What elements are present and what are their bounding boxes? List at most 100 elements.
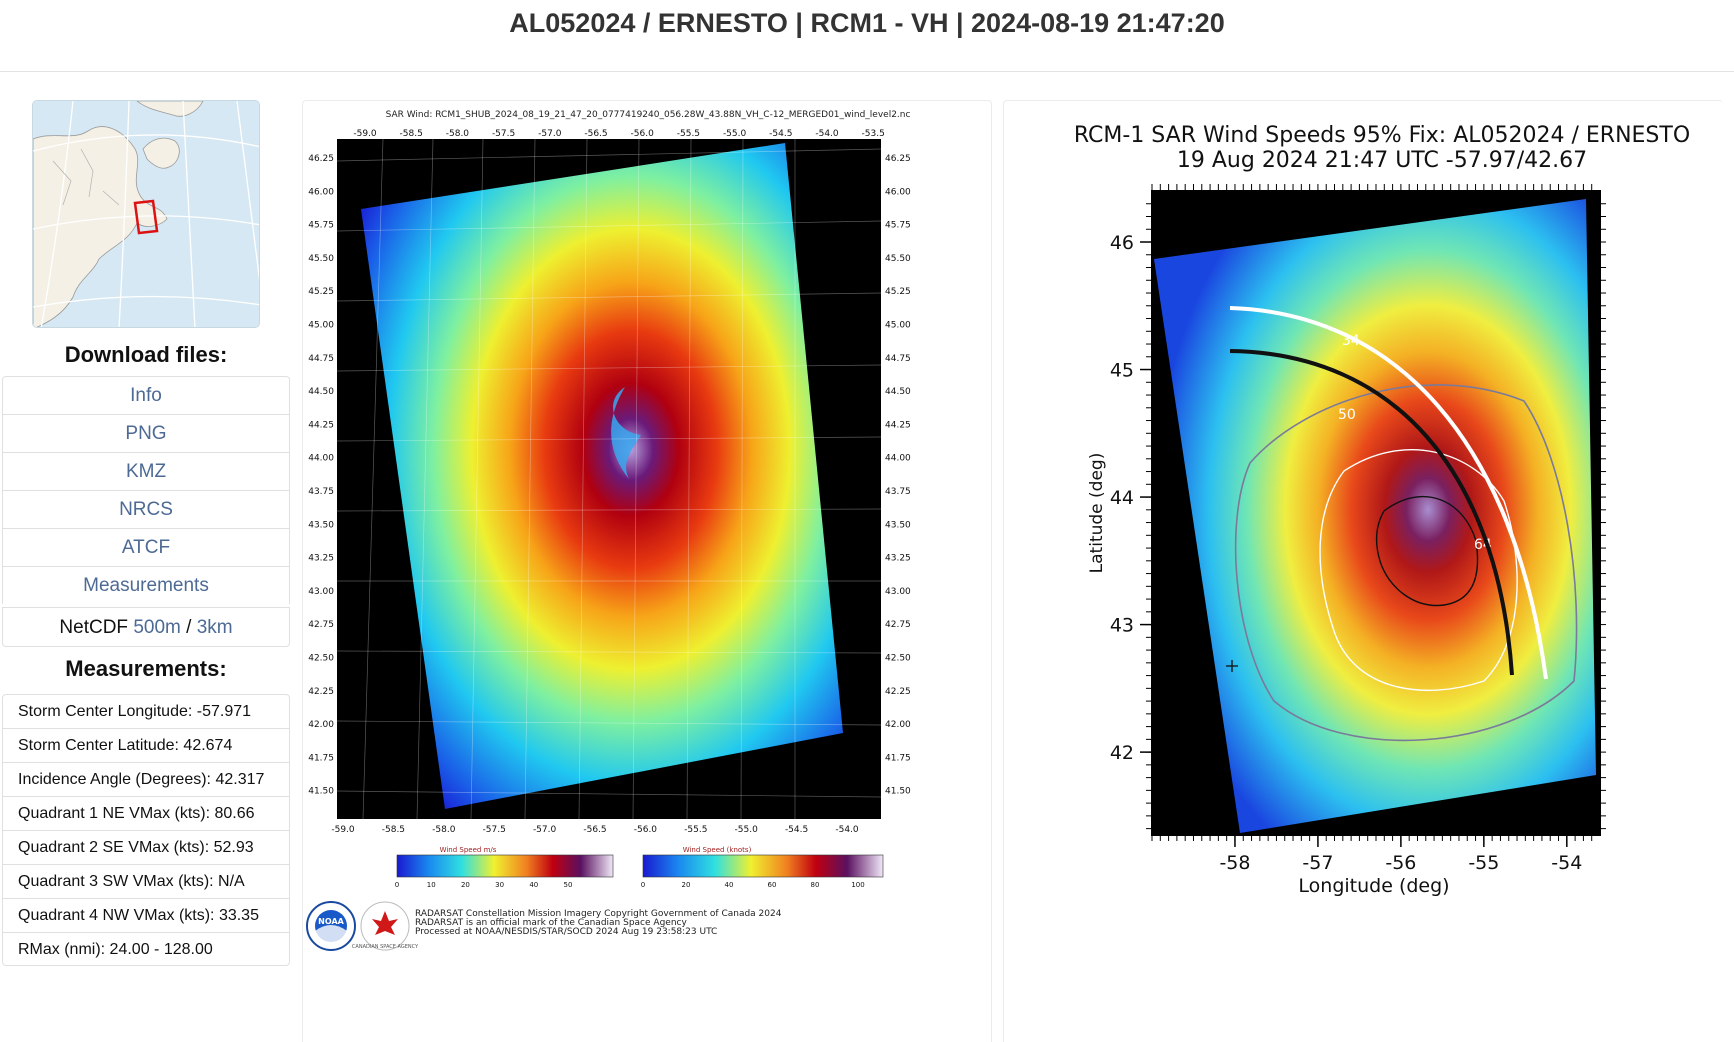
- download-heading: Download files:: [64, 342, 228, 367]
- colorbar-ms-tick: 20: [461, 881, 470, 889]
- sar-right-tick-label: 43.00: [885, 587, 911, 597]
- chart-x-tick-label: -55: [1468, 852, 1499, 874]
- csa-logo: CANADIAN SPACE AGENCY: [352, 901, 419, 951]
- sar-bottom-tick-label: -55.0: [735, 825, 759, 835]
- sar-left-tick-label: 42.75: [308, 620, 334, 630]
- chart-y-ticks: 46 45 44 43 42: [1110, 232, 1152, 764]
- wind-fix-panel[interactable]: RCM-1 SAR Wind Speeds 95% Fix: AL052024 …: [1003, 100, 1723, 1042]
- chart-y-tick-label: 44: [1110, 487, 1134, 509]
- title-divider: [0, 71, 1734, 72]
- download-atcf-link[interactable]: ATCF: [2, 528, 290, 566]
- svg-text:NOAA: NOAA: [318, 917, 344, 926]
- sar-bottom-lon-ticks: -59.0 -58.5 -58.0 -57.5 -57.0 -56.5 -56.0 -55.5…: [331, 825, 859, 835]
- sar-left-tick-label: 44.00: [308, 454, 334, 464]
- netcdf-3km-link[interactable]: 3km: [196, 617, 233, 638]
- download-measurements-link[interactable]: Measurements: [2, 566, 290, 604]
- colorbar-kt-ticks: 0 20 40 60 80 100: [641, 881, 865, 889]
- contour-label-50: 50: [1338, 407, 1356, 423]
- measurements-heading: Measurements:: [65, 656, 227, 681]
- sar-image: SAR Wind: RCM1_SHUB_2024_08_19_21_47_20_…: [306, 110, 911, 951]
- sar-left-tick-label: 41.75: [308, 753, 334, 763]
- sar-right-tick-label: 42.00: [885, 720, 911, 730]
- sar-right-tick-label: 42.25: [885, 687, 911, 697]
- chart-x-tick-label: -54: [1551, 852, 1582, 874]
- sar-bottom-tick-label: -59.0: [331, 825, 355, 835]
- download-info-link[interactable]: Info: [2, 376, 290, 414]
- colorbar-kt-title: Wind Speed (knots): [683, 846, 752, 854]
- measurement-rmax: RMax (nmi): 24.00 - 128.00: [2, 932, 290, 966]
- colorbar-kt-tick: 100: [851, 881, 864, 889]
- sar-left-tick-label: 41.50: [308, 787, 334, 797]
- download-nrcs-link[interactable]: NRCS: [2, 490, 290, 528]
- netcdf-label: NetCDF: [59, 617, 129, 638]
- colorbar-kt-tick: 20: [682, 881, 691, 889]
- sar-right-tick-label: 46.25: [885, 154, 911, 164]
- sar-bottom-tick-label: -57.5: [483, 825, 506, 835]
- sar-left-tick-label: 42.25: [308, 687, 334, 697]
- colorbar-ms-tick: 0: [395, 881, 399, 889]
- measurements-list: Storm Center Longitude: -57.971 Storm Ce…: [2, 694, 290, 966]
- sar-bottom-tick-label: -54.0: [835, 825, 859, 835]
- sar-right-tick-label: 43.75: [885, 487, 911, 497]
- sar-top-tick-label: -54.0: [815, 129, 839, 139]
- sar-graticule: [336, 138, 882, 820]
- chart-y-tick-label: 42: [1110, 742, 1134, 764]
- sar-left-tick-label: 44.75: [308, 354, 334, 364]
- chart-ylabel: Latitude (deg): [1087, 453, 1107, 574]
- measurement-storm-center-longitude: Storm Center Longitude: -57.971: [2, 694, 290, 728]
- chart-x-tick-label: -56: [1385, 852, 1416, 874]
- measurement-incidence-angle: Incidence Angle (Degrees): 42.317: [2, 762, 290, 796]
- wind-fix-chart: RCM-1 SAR Wind Speeds 95% Fix: AL052024 …: [1074, 123, 1690, 897]
- sar-right-tick-label: 42.75: [885, 620, 911, 630]
- chart-y-tick-label: 46: [1110, 232, 1134, 254]
- svg-text:CANADIAN SPACE AGENCY: CANADIAN SPACE AGENCY: [352, 944, 419, 950]
- noaa-logo: NOAA: [306, 901, 356, 951]
- locator-map[interactable]: [32, 100, 260, 328]
- sar-bottom-tick-label: -58.5: [382, 825, 405, 835]
- colorbar-ms: [396, 854, 614, 878]
- sar-right-tick-label: 42.50: [885, 654, 911, 664]
- chart-swath: [1154, 199, 1596, 833]
- sar-left-tick-label: 46.00: [308, 187, 334, 197]
- measurement-q1-ne-vmax: Quadrant 1 NE VMax (kts): 80.66: [2, 796, 290, 830]
- sar-left-tick-label: 45.25: [308, 287, 334, 297]
- sar-top-tick-label: -59.0: [353, 129, 377, 139]
- netcdf-500m-link[interactable]: 500m: [133, 617, 181, 638]
- chart-title: RCM-1 SAR Wind Speeds 95% Fix: AL052024 …: [1074, 123, 1690, 148]
- sar-left-tick-label: 42.00: [308, 720, 334, 730]
- colorbar-ms-tick: 40: [529, 881, 538, 889]
- sar-right-lat-ticks: 46.25 46.00 45.75 45.50 45.25 45.00 44.75 44.50…: [885, 154, 911, 797]
- download-list: Info PNG KMZ NRCS ATCF Measurements NetC…: [2, 376, 290, 647]
- sar-right-tick-label: 44.50: [885, 387, 911, 397]
- sar-right-tick-label: 41.75: [885, 753, 911, 763]
- colorbar-kt: [642, 854, 884, 878]
- sar-top-tick-label: -55.5: [677, 129, 700, 139]
- locator-map-graphic: [33, 101, 259, 327]
- colorbar-kt-tick: 0: [641, 881, 645, 889]
- sar-left-tick-label: 44.25: [308, 420, 334, 430]
- sar-right-tick-label: 41.50: [885, 787, 911, 797]
- download-png-link[interactable]: PNG: [2, 414, 290, 452]
- measurement-q4-nw-vmax: Quadrant 4 NW VMax (kts): 33.35: [2, 898, 290, 932]
- colorbar-ms-title: Wind Speed m/s: [440, 846, 497, 854]
- sar-top-tick-label: -53.5: [862, 129, 885, 139]
- contour-50kt: [1319, 449, 1518, 691]
- sar-top-tick-label: -55.0: [723, 129, 747, 139]
- chart-subtitle: 19 Aug 2024 21:47 UTC -57.97/42.67: [1177, 148, 1587, 173]
- sar-right-tick-label: 44.75: [885, 354, 911, 364]
- sar-right-tick-label: 45.50: [885, 254, 911, 264]
- download-kmz-link[interactable]: KMZ: [2, 452, 290, 490]
- sar-right-tick-label: 45.75: [885, 221, 911, 231]
- sar-bottom-tick-label: -55.5: [684, 825, 707, 835]
- sar-image-panel[interactable]: SAR Wind: RCM1_SHUB_2024_08_19_21_47_20_…: [302, 100, 992, 1042]
- credit-line-3: Processed at NOAA/NESDIS/STAR/SOCD 2024 …: [415, 927, 717, 937]
- sar-left-tick-label: 45.00: [308, 321, 334, 331]
- rmax-outer-arc: [1229, 306, 1548, 680]
- sar-top-tick-label: -57.0: [538, 129, 562, 139]
- netcdf-row: NetCDF 500m / 3km: [2, 607, 290, 647]
- sar-left-tick-label: 45.50: [308, 254, 334, 264]
- sar-top-tick-label: -57.5: [492, 129, 515, 139]
- sar-left-lat-ticks: 46.25 46.00 45.75 45.50 45.25 45.00 44.75 44.50…: [308, 154, 334, 797]
- colorbar-kt-tick: 60: [768, 881, 777, 889]
- sar-left-tick-label: 42.50: [308, 654, 334, 664]
